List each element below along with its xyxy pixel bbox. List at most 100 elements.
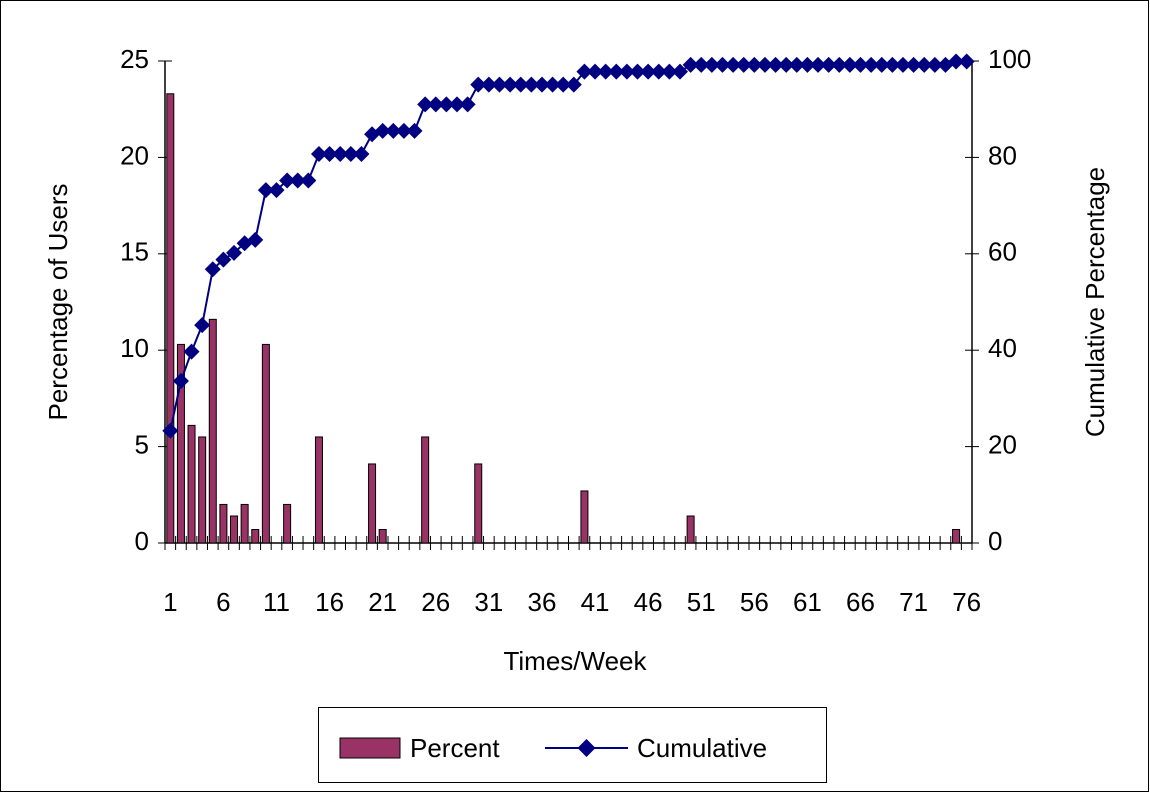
bar: [251, 529, 260, 544]
legend-box: [318, 707, 827, 783]
legend-label: Cumulative: [637, 733, 767, 763]
bar: [368, 463, 377, 544]
marker: [725, 56, 742, 73]
bar: [686, 515, 695, 544]
bar: [314, 436, 323, 544]
x-tick-label: 66: [846, 587, 875, 617]
y-tick-label: 5: [135, 429, 149, 459]
marker: [608, 63, 625, 80]
y2-tick-label: 80: [988, 140, 1017, 170]
x-tick-label: 46: [634, 587, 663, 617]
bar: [219, 503, 228, 544]
y2-tick-label: 40: [988, 333, 1017, 363]
marker: [353, 146, 370, 163]
y2-tick-label: 20: [988, 429, 1017, 459]
x-tick-label: 36: [527, 587, 556, 617]
marker: [661, 63, 678, 80]
marker: [682, 56, 699, 73]
marker: [799, 56, 816, 73]
marker: [544, 76, 561, 93]
marker: [937, 56, 954, 73]
marker: [215, 251, 232, 268]
marker: [916, 56, 933, 73]
x-tick-label: 31: [474, 587, 503, 617]
marker: [597, 63, 614, 80]
marker: [332, 146, 349, 163]
marker: [565, 76, 582, 93]
marker: [533, 76, 550, 93]
x-tick-label: 11: [263, 587, 290, 617]
y-tick-label: 20: [120, 140, 149, 170]
marker: [810, 56, 827, 73]
bar: [283, 503, 292, 544]
marker: [820, 56, 837, 73]
bar: [952, 529, 961, 544]
y2-tick-label: 0: [988, 526, 1002, 556]
marker: [342, 146, 359, 163]
y2-tick-label: 100: [988, 44, 1031, 74]
bar: [261, 343, 270, 544]
marker: [650, 63, 667, 80]
marker: [735, 56, 752, 73]
marker: [884, 56, 901, 73]
x-tick-label: 21: [368, 587, 397, 617]
bar: [230, 515, 239, 544]
marker: [756, 56, 773, 73]
marker: [162, 422, 179, 439]
marker: [247, 231, 264, 248]
marker: [788, 56, 805, 73]
bar: [378, 529, 387, 544]
marker: [523, 76, 540, 93]
marker: [268, 182, 285, 199]
x-tick-label: 51: [687, 587, 716, 617]
marker: [395, 122, 412, 139]
bar: [240, 503, 249, 544]
bar: [421, 436, 430, 544]
x-tick-label: 26: [421, 587, 450, 617]
marker: [417, 96, 434, 113]
marker: [894, 56, 911, 73]
marker: [671, 63, 688, 80]
marker: [958, 53, 975, 70]
marker: [926, 56, 943, 73]
x-tick-label: 56: [740, 587, 769, 617]
marker: [300, 172, 317, 189]
y2-axis-title: Cumulative Percentage: [1080, 167, 1110, 437]
marker: [863, 56, 880, 73]
marker: [852, 56, 869, 73]
y2-tick-label: 60: [988, 237, 1017, 267]
marker: [194, 317, 211, 334]
bar: [198, 436, 207, 544]
marker: [778, 56, 795, 73]
marker: [406, 122, 423, 139]
marker: [831, 56, 848, 73]
x-tick-label: 16: [315, 587, 344, 617]
marker: [629, 63, 646, 80]
marker: [841, 56, 858, 73]
marker: [703, 56, 720, 73]
marker: [873, 56, 890, 73]
marker: [183, 343, 200, 360]
bar: [187, 424, 196, 544]
x-axis-title: Times/Week: [503, 646, 647, 676]
marker: [555, 76, 572, 93]
marker: [512, 76, 529, 93]
marker: [502, 76, 519, 93]
legend-marker: [577, 739, 596, 757]
bar: [176, 343, 185, 544]
marker: [480, 76, 497, 93]
marker: [374, 122, 391, 139]
marker: [618, 63, 635, 80]
marker: [470, 76, 487, 93]
x-tick-label: 76: [952, 587, 981, 617]
marker: [576, 63, 593, 80]
bar: [580, 490, 589, 544]
marker: [746, 56, 763, 73]
x-tick-label: 1: [163, 587, 177, 617]
marker: [385, 122, 402, 139]
marker: [226, 244, 243, 261]
bar: [208, 318, 217, 544]
x-tick-label: 6: [216, 587, 230, 617]
